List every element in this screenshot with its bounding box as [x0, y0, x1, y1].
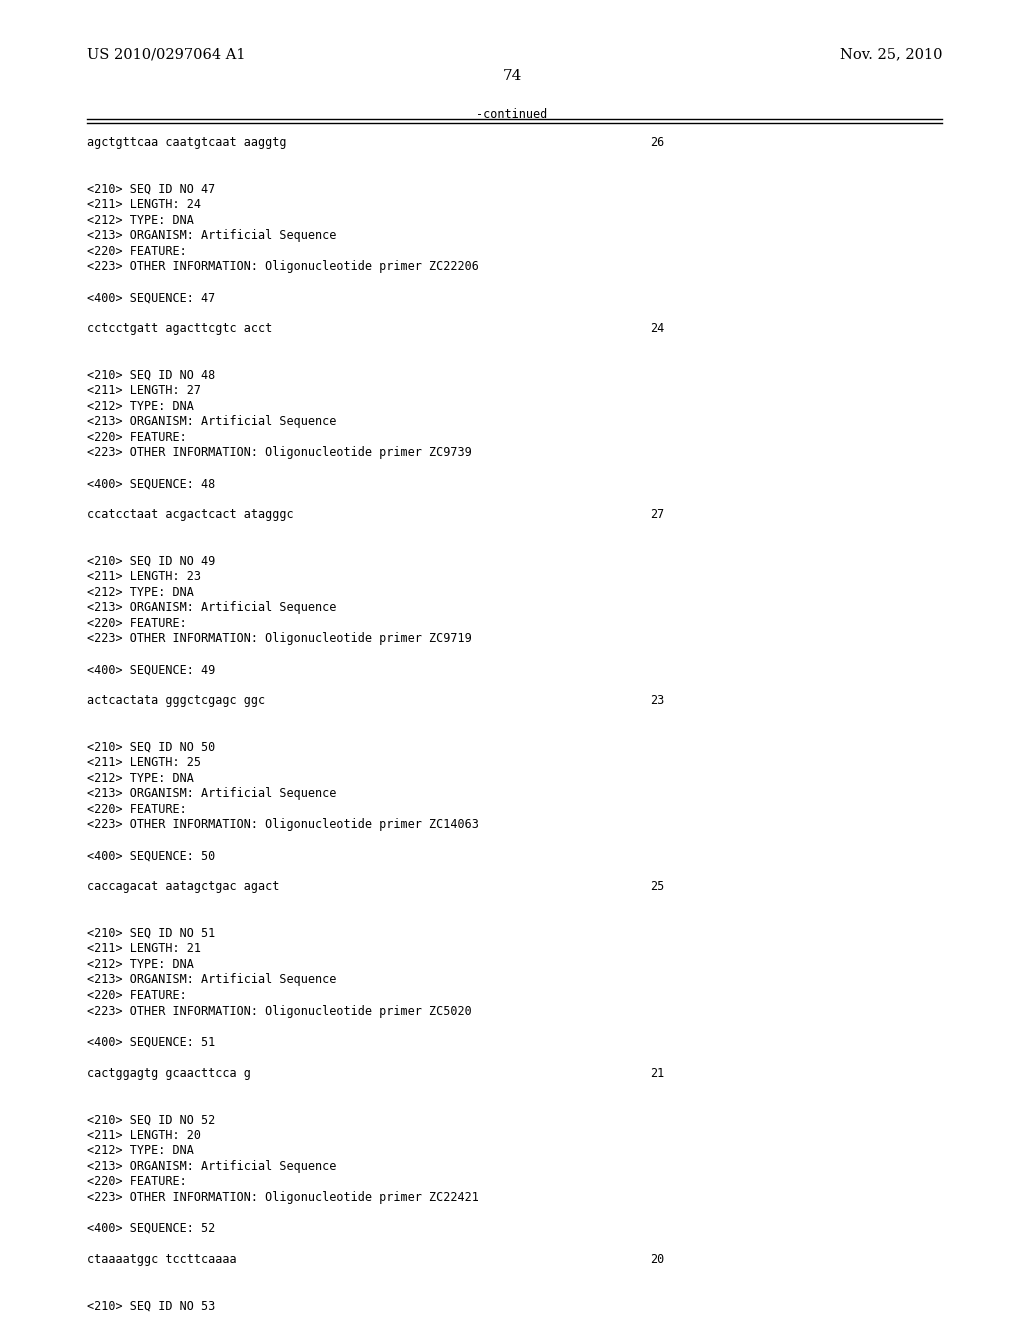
Text: <223> OTHER INFORMATION: Oligonucleotide primer ZC5020: <223> OTHER INFORMATION: Oligonucleotide…	[87, 1005, 472, 1018]
Text: <223> OTHER INFORMATION: Oligonucleotide primer ZC14063: <223> OTHER INFORMATION: Oligonucleotide…	[87, 818, 479, 832]
Text: <213> ORGANISM: Artificial Sequence: <213> ORGANISM: Artificial Sequence	[87, 973, 337, 986]
Text: 25: 25	[650, 880, 665, 894]
Text: 74: 74	[503, 69, 521, 83]
Text: <220> FEATURE:: <220> FEATURE:	[87, 803, 186, 816]
Text: <210> SEQ ID NO 53: <210> SEQ ID NO 53	[87, 1299, 215, 1312]
Text: <220> FEATURE:: <220> FEATURE:	[87, 989, 186, 1002]
Text: <220> FEATURE:: <220> FEATURE:	[87, 430, 186, 444]
Text: <223> OTHER INFORMATION: Oligonucleotide primer ZC9719: <223> OTHER INFORMATION: Oligonucleotide…	[87, 632, 472, 645]
Text: <211> LENGTH: 21: <211> LENGTH: 21	[87, 942, 201, 956]
Text: <211> LENGTH: 24: <211> LENGTH: 24	[87, 198, 201, 211]
Text: ccatcctaat acgactcact atagggc: ccatcctaat acgactcact atagggc	[87, 508, 294, 521]
Text: <212> TYPE: DNA: <212> TYPE: DNA	[87, 772, 194, 785]
Text: <212> TYPE: DNA: <212> TYPE: DNA	[87, 1144, 194, 1158]
Text: 26: 26	[650, 136, 665, 149]
Text: 27: 27	[650, 508, 665, 521]
Text: <210> SEQ ID NO 50: <210> SEQ ID NO 50	[87, 741, 215, 754]
Text: <220> FEATURE:: <220> FEATURE:	[87, 616, 186, 630]
Text: cactggagtg gcaacttcca g: cactggagtg gcaacttcca g	[87, 1067, 251, 1080]
Text: <220> FEATURE:: <220> FEATURE:	[87, 244, 186, 257]
Text: <211> LENGTH: 20: <211> LENGTH: 20	[87, 1129, 201, 1142]
Text: <212> TYPE: DNA: <212> TYPE: DNA	[87, 400, 194, 413]
Text: <212> TYPE: DNA: <212> TYPE: DNA	[87, 214, 194, 227]
Text: <213> ORGANISM: Artificial Sequence: <213> ORGANISM: Artificial Sequence	[87, 414, 337, 428]
Text: <400> SEQUENCE: 50: <400> SEQUENCE: 50	[87, 850, 215, 862]
Text: <213> ORGANISM: Artificial Sequence: <213> ORGANISM: Artificial Sequence	[87, 230, 337, 242]
Text: cctcctgatt agacttcgtc acct: cctcctgatt agacttcgtc acct	[87, 322, 272, 335]
Text: <210> SEQ ID NO 48: <210> SEQ ID NO 48	[87, 368, 215, 381]
Text: <213> ORGANISM: Artificial Sequence: <213> ORGANISM: Artificial Sequence	[87, 1159, 337, 1172]
Text: caccagacat aatagctgac agact: caccagacat aatagctgac agact	[87, 880, 280, 894]
Text: agctgttcaa caatgtcaat aaggtg: agctgttcaa caatgtcaat aaggtg	[87, 136, 287, 149]
Text: <210> SEQ ID NO 47: <210> SEQ ID NO 47	[87, 182, 215, 195]
Text: <400> SEQUENCE: 49: <400> SEQUENCE: 49	[87, 663, 215, 676]
Text: <212> TYPE: DNA: <212> TYPE: DNA	[87, 958, 194, 972]
Text: <210> SEQ ID NO 52: <210> SEQ ID NO 52	[87, 1113, 215, 1126]
Text: actcactata gggctcgagc ggc: actcactata gggctcgagc ggc	[87, 694, 265, 708]
Text: <223> OTHER INFORMATION: Oligonucleotide primer ZC22206: <223> OTHER INFORMATION: Oligonucleotide…	[87, 260, 479, 273]
Text: <210> SEQ ID NO 49: <210> SEQ ID NO 49	[87, 554, 215, 568]
Text: <220> FEATURE:: <220> FEATURE:	[87, 1175, 186, 1188]
Text: <400> SEQUENCE: 52: <400> SEQUENCE: 52	[87, 1222, 215, 1234]
Text: <210> SEQ ID NO 51: <210> SEQ ID NO 51	[87, 927, 215, 940]
Text: <211> LENGTH: 25: <211> LENGTH: 25	[87, 756, 201, 770]
Text: <400> SEQUENCE: 47: <400> SEQUENCE: 47	[87, 290, 215, 304]
Text: <211> LENGTH: 23: <211> LENGTH: 23	[87, 570, 201, 583]
Text: 21: 21	[650, 1067, 665, 1080]
Text: <212> TYPE: DNA: <212> TYPE: DNA	[87, 586, 194, 599]
Text: US 2010/0297064 A1: US 2010/0297064 A1	[87, 48, 246, 62]
Text: <223> OTHER INFORMATION: Oligonucleotide primer ZC9739: <223> OTHER INFORMATION: Oligonucleotide…	[87, 446, 472, 459]
Text: Nov. 25, 2010: Nov. 25, 2010	[840, 48, 942, 62]
Text: ctaaaatggc tccttcaaaa: ctaaaatggc tccttcaaaa	[87, 1253, 237, 1266]
Text: 23: 23	[650, 694, 665, 708]
Text: -continued: -continued	[476, 108, 548, 121]
Text: <211> LENGTH: 27: <211> LENGTH: 27	[87, 384, 201, 397]
Text: <400> SEQUENCE: 48: <400> SEQUENCE: 48	[87, 477, 215, 490]
Text: 20: 20	[650, 1253, 665, 1266]
Text: <223> OTHER INFORMATION: Oligonucleotide primer ZC22421: <223> OTHER INFORMATION: Oligonucleotide…	[87, 1191, 479, 1204]
Text: <213> ORGANISM: Artificial Sequence: <213> ORGANISM: Artificial Sequence	[87, 602, 337, 614]
Text: <400> SEQUENCE: 51: <400> SEQUENCE: 51	[87, 1035, 215, 1048]
Text: 24: 24	[650, 322, 665, 335]
Text: <213> ORGANISM: Artificial Sequence: <213> ORGANISM: Artificial Sequence	[87, 787, 337, 800]
